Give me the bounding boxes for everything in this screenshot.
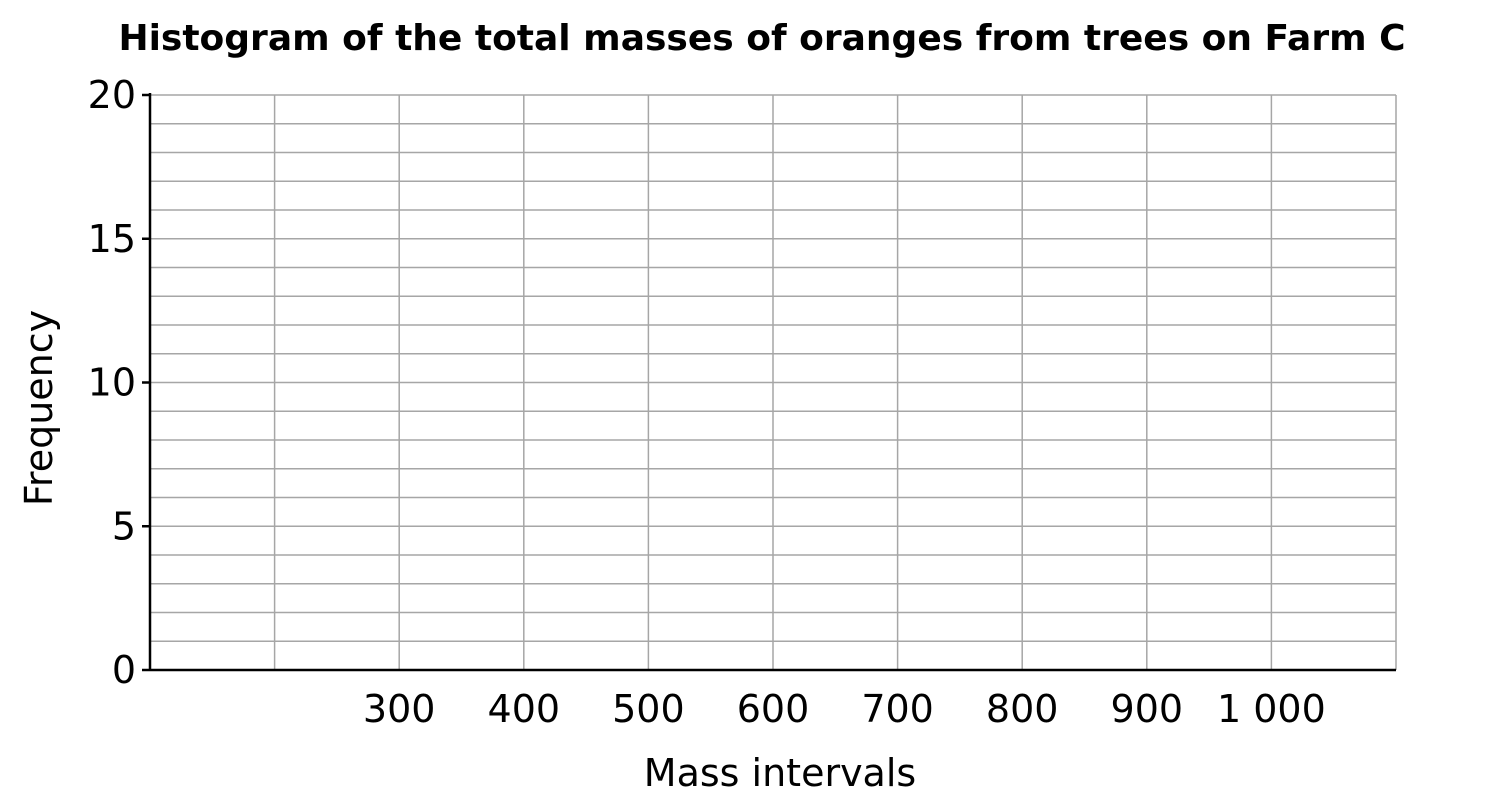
x-tick-label: 800 — [986, 687, 1059, 731]
y-tick-label: 15 — [88, 217, 136, 261]
x-tick-label: 400 — [488, 687, 561, 731]
x-tick-label: 900 — [1111, 687, 1184, 731]
y-tick-label: 10 — [88, 361, 136, 405]
chart-title: Histogram of the total masses of oranges… — [118, 18, 1405, 59]
x-tick-label: 300 — [363, 687, 436, 731]
x-axis-label: Mass intervals — [644, 751, 916, 795]
axes — [142, 93, 1396, 672]
y-tick-label: 20 — [88, 73, 136, 117]
y-tick-label: 0 — [112, 648, 136, 692]
y-tick-label: 5 — [112, 504, 136, 548]
x-tick-label: 500 — [612, 687, 685, 731]
x-tick-labels: 300 400 500 600 700 800 900 1 000 — [363, 687, 1326, 731]
grid — [150, 94, 1397, 670]
x-tick-label: 600 — [737, 687, 810, 731]
y-tick-labels: 0 5 10 15 20 — [88, 73, 136, 692]
x-tick-label: 700 — [861, 687, 934, 731]
x-tick-label: 1 000 — [1217, 687, 1326, 731]
y-axis-label: Frequency — [17, 310, 61, 506]
